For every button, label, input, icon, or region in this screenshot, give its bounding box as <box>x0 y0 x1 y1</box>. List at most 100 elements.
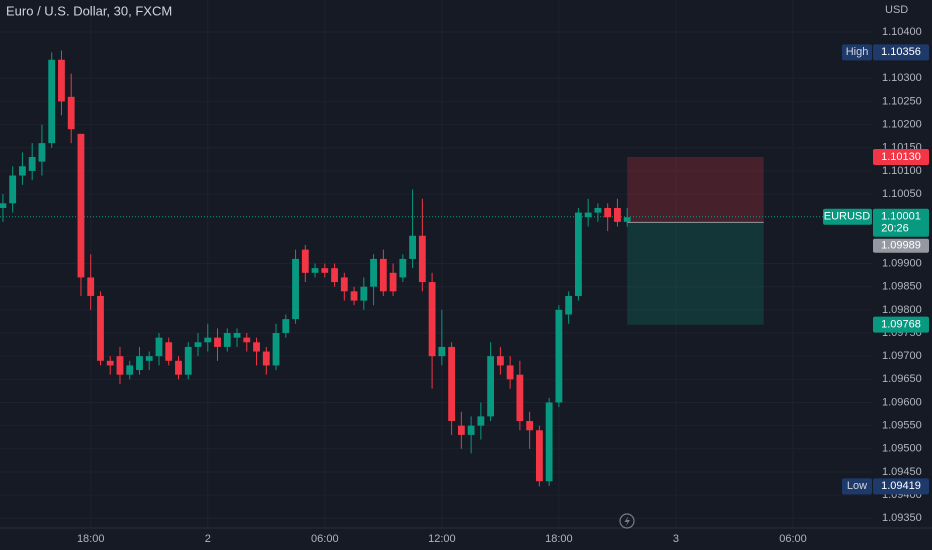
candle-body <box>487 356 495 417</box>
candle-body <box>106 360 114 366</box>
candle-body <box>97 295 104 361</box>
entry-price-box <box>873 238 929 253</box>
y-tick-label: 1.09600 <box>882 396 922 408</box>
candle-body <box>311 268 319 273</box>
stop-price: 1.10130 <box>881 151 921 163</box>
candle-body <box>565 295 573 315</box>
candle-body <box>418 235 426 283</box>
candle-body <box>321 268 329 273</box>
y-tick-label: 1.09850 <box>882 281 922 293</box>
candle-body <box>428 282 436 357</box>
candle-body <box>614 207 621 222</box>
x-tick-label: 12:00 <box>428 533 456 545</box>
currency-label: USD <box>885 4 908 16</box>
candle-body <box>155 337 163 357</box>
candle-body <box>496 356 504 366</box>
candle-body <box>399 258 407 278</box>
candle-body <box>555 309 563 403</box>
candle-body <box>194 342 202 347</box>
x-tick-label: 18:00 <box>77 533 105 545</box>
stop-zone[interactable] <box>627 157 764 223</box>
candle-body <box>67 96 75 130</box>
candle-body <box>467 425 475 435</box>
candle-body <box>184 346 192 375</box>
candle-body <box>594 207 602 213</box>
candle-body <box>506 365 514 380</box>
candle-body <box>0 203 7 208</box>
y-tick-label: 1.10050 <box>882 188 922 200</box>
candle-body <box>331 268 338 283</box>
y-tick-label: 1.09900 <box>882 257 922 269</box>
candle-body <box>389 272 397 292</box>
candle-body <box>409 235 417 259</box>
y-tick-label: 1.10300 <box>882 72 922 84</box>
candle-body <box>87 277 95 296</box>
candle-body <box>19 166 26 176</box>
countdown: 20:26 <box>881 223 909 235</box>
low-name-box <box>842 478 872 495</box>
y-tick-label: 1.10250 <box>882 95 922 107</box>
y-tick-label: 1.10200 <box>882 118 922 130</box>
x-tick-label: 06:00 <box>779 533 807 545</box>
candle-body <box>48 59 56 144</box>
candles <box>0 50 631 487</box>
candle-body <box>301 249 309 273</box>
candle-body <box>9 175 17 204</box>
candle-body <box>574 212 582 296</box>
candle-body <box>340 277 348 292</box>
candle-body <box>223 333 231 347</box>
chart-title: Euro / U.S. Dollar, 30, FXCM <box>6 3 172 18</box>
x-tick-label: 18:00 <box>545 533 573 545</box>
candle-body <box>623 217 631 222</box>
candle-body <box>438 346 446 357</box>
candle-body <box>448 346 456 422</box>
candle-body <box>243 337 251 343</box>
candle-body <box>136 356 143 371</box>
x-tick-label: 2 <box>205 533 211 545</box>
candle-body <box>77 133 85 278</box>
grid <box>0 0 872 528</box>
candle-body <box>262 351 270 366</box>
candle-body <box>457 425 465 435</box>
low-price: 1.09419 <box>881 480 921 492</box>
stop-price-box <box>873 149 929 166</box>
price-axis <box>872 0 932 550</box>
target-zone[interactable] <box>627 222 764 325</box>
target-price-box <box>873 316 929 333</box>
candle-body <box>253 342 260 352</box>
low-price-box <box>873 478 929 495</box>
y-tick-label: 1.09450 <box>882 466 922 478</box>
y-tick-label: 1.09650 <box>882 373 922 385</box>
candle-body <box>145 356 153 361</box>
candle-body <box>28 157 36 171</box>
candle-body <box>604 207 612 218</box>
price-labels: High 1.10356 Low 1.09419 1.10130 1.09768 EURUS… <box>823 44 929 495</box>
candle-body <box>233 333 241 338</box>
y-tick-label: 1.09500 <box>882 443 922 455</box>
candle-body <box>545 402 553 482</box>
candle-body <box>116 356 124 375</box>
symbol-name: EURUSD <box>824 211 871 223</box>
candle-body <box>526 421 534 431</box>
target-price: 1.09768 <box>881 319 921 331</box>
replay-icon[interactable] <box>619 513 635 529</box>
candle-body <box>38 143 46 162</box>
y-tick-label: 1.09800 <box>882 304 922 316</box>
y-tick-label: 1.10400 <box>882 26 922 38</box>
candle-body <box>272 333 280 366</box>
last-price-box <box>873 208 929 237</box>
high-price: 1.10356 <box>881 46 921 58</box>
high-name-box <box>842 44 872 61</box>
candle-body <box>379 258 387 292</box>
low-name: Low <box>847 480 867 492</box>
position-tool[interactable] <box>0 157 872 325</box>
x-tick-label: 3 <box>673 533 679 545</box>
icon-bolt[interactable] <box>624 516 631 526</box>
entry-price: 1.09989 <box>881 240 921 252</box>
candle-body <box>292 258 299 320</box>
icon-circle[interactable] <box>619 513 635 529</box>
candle-body <box>516 374 524 422</box>
y-tick-label: 1.09700 <box>882 350 922 362</box>
y-tick-label: 1.10100 <box>882 165 922 177</box>
